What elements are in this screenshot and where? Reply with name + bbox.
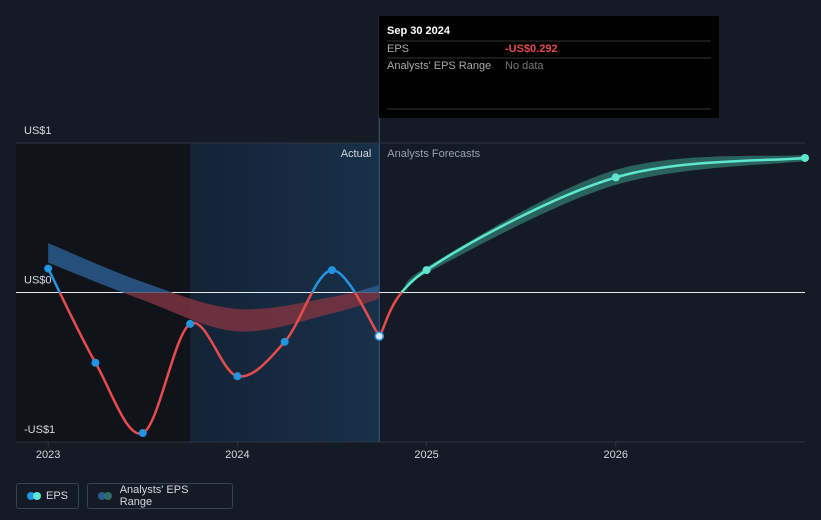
x-tick-label: 2025	[414, 449, 438, 461]
range-band	[48, 243, 380, 332]
y-tick-label: US$0	[24, 274, 52, 286]
eps-line	[47, 268, 381, 435]
legend-range[interactable]: Analysts' EPS Range	[87, 483, 233, 509]
tooltip-value: No data	[505, 60, 544, 72]
y-tick-label: US$1	[24, 125, 52, 137]
eps-point	[280, 337, 289, 346]
eps-point	[186, 319, 195, 328]
tooltip-key: EPS	[387, 43, 409, 55]
tooltip-key: Analysts' EPS Range	[387, 60, 491, 72]
eps-point	[327, 266, 336, 275]
actual-label: Actual	[341, 148, 372, 160]
x-tick-label: 2024	[225, 449, 249, 461]
eps-forecast-line	[378, 156, 806, 337]
tooltip-date: Sep 30 2024	[387, 25, 451, 37]
x-tick-label: 2023	[36, 449, 60, 461]
eps-point	[233, 372, 242, 381]
legend-swatch	[98, 492, 114, 500]
eps-point	[374, 331, 385, 341]
eps-point	[138, 429, 147, 438]
tooltip-value: -US$0.292	[505, 43, 558, 55]
legend-label: EPS	[45, 490, 68, 502]
eps-point	[44, 264, 53, 273]
eps-point	[422, 266, 431, 275]
legend-label: Analysts' EPS Range	[119, 484, 189, 508]
legend-eps[interactable]: EPS	[16, 483, 79, 509]
y-tick-label: -US$1	[24, 424, 55, 436]
eps-point	[91, 358, 100, 367]
forecast-label: Analysts Forecasts	[387, 148, 480, 160]
eps-point	[801, 153, 809, 162]
range-band	[405, 154, 805, 293]
eps-point	[611, 173, 620, 182]
legend-swatch	[27, 492, 41, 500]
tooltip-box	[379, 16, 719, 118]
x-tick-label: 2026	[604, 449, 628, 461]
